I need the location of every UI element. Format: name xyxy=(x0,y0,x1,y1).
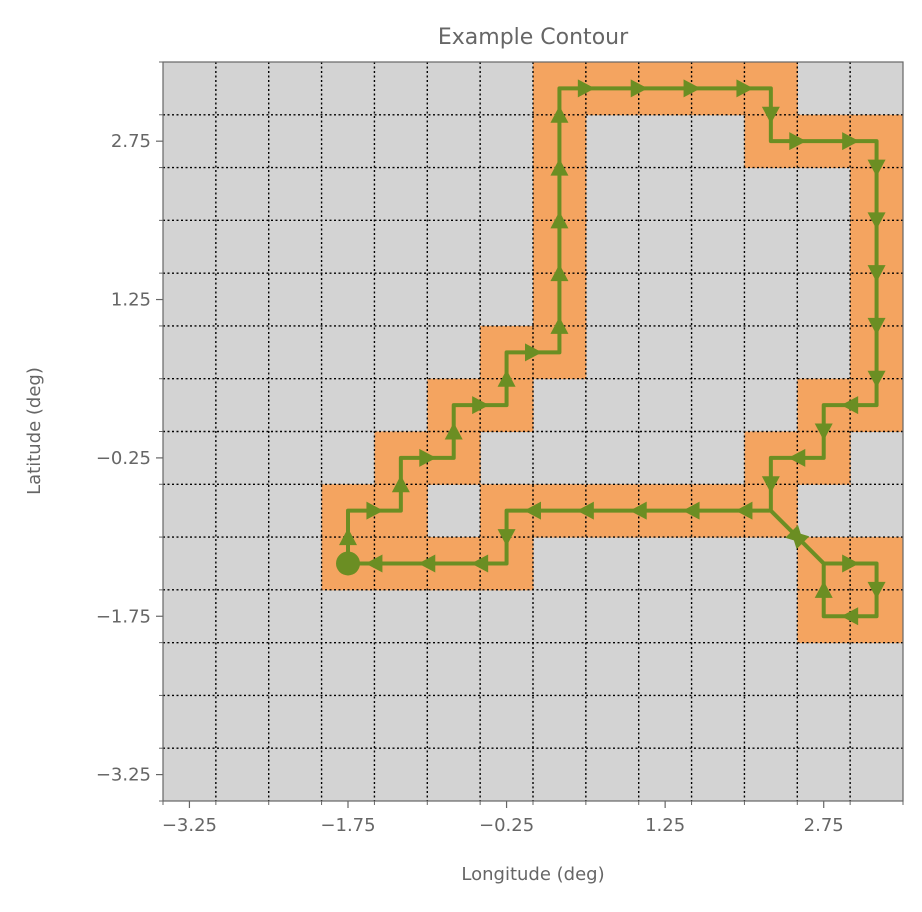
direction-arrow-marker xyxy=(525,343,542,362)
direction-arrow-marker xyxy=(683,79,701,98)
x-axis-label: Longitude (deg) xyxy=(461,864,604,885)
y-axis-label: Latitude (deg) xyxy=(24,367,45,495)
direction-arrow-marker xyxy=(842,554,860,573)
x-tick-label: 2.75 xyxy=(804,815,844,836)
direction-arrow-marker xyxy=(789,132,807,151)
direction-arrow-marker xyxy=(841,607,859,626)
direction-arrow-marker xyxy=(366,501,384,520)
direction-arrow-marker xyxy=(550,211,569,229)
direction-arrow-marker xyxy=(814,580,833,598)
direction-arrow-marker xyxy=(841,396,859,415)
direction-arrow-marker xyxy=(365,554,383,573)
direction-arrow-marker xyxy=(761,476,780,494)
x-tick-label: −1.75 xyxy=(320,815,375,836)
y-tick-label: −3.25 xyxy=(96,765,151,786)
direction-arrow-marker xyxy=(391,475,410,493)
direction-arrow-marker xyxy=(550,158,569,176)
direction-arrow-marker xyxy=(577,79,595,98)
direction-arrow-marker xyxy=(867,265,886,283)
direction-arrow-marker xyxy=(339,528,357,546)
direction-arrow-marker xyxy=(736,79,754,98)
direction-arrow-marker xyxy=(419,448,437,467)
direction-arrow-marker xyxy=(471,554,489,573)
y-tick-label: 2.75 xyxy=(111,131,151,152)
direction-arrow-marker xyxy=(497,529,516,547)
y-tick-label: −0.25 xyxy=(96,448,151,469)
direction-arrow-marker xyxy=(550,264,569,282)
start-point-marker xyxy=(336,551,360,576)
chart-title: Example Contour xyxy=(438,25,629,50)
x-tick-label: 1.25 xyxy=(645,815,685,836)
y-tick-label: 1.25 xyxy=(111,290,151,311)
direction-arrow-marker xyxy=(790,530,810,550)
gridlines xyxy=(163,62,903,801)
direction-arrow-marker xyxy=(814,423,833,441)
direction-arrow-marker xyxy=(867,317,886,335)
direction-arrow-marker xyxy=(550,105,569,123)
direction-arrow-marker xyxy=(867,581,886,599)
direction-arrow-marker xyxy=(682,501,700,520)
direction-arrow-marker xyxy=(497,369,516,387)
direction-arrow-marker xyxy=(576,501,594,520)
direction-arrow-marker xyxy=(418,554,436,573)
direction-arrow-marker xyxy=(867,370,886,388)
x-tick-label: −0.25 xyxy=(479,815,534,836)
direction-arrow-marker xyxy=(867,159,886,177)
direction-arrow-marker xyxy=(842,132,860,151)
direction-arrow-marker xyxy=(550,316,569,334)
direction-arrow-marker xyxy=(867,212,886,230)
direction-arrow-marker xyxy=(788,448,806,467)
direction-arrow-marker xyxy=(629,501,647,520)
y-tick-label: −1.75 xyxy=(96,606,151,627)
direction-arrow-marker xyxy=(735,501,753,520)
axis-ticks: −3.25 −1.75 −0.25 1.25 2.75 −3.25 −1.75 −0.25 1.… xyxy=(96,61,904,836)
direction-arrow-marker xyxy=(472,396,490,415)
direction-arrow-marker xyxy=(761,106,780,124)
x-tick-label: −3.25 xyxy=(162,815,217,836)
direction-arrow-marker xyxy=(630,79,648,98)
contour-path xyxy=(336,79,886,626)
direction-arrow-marker xyxy=(444,422,463,440)
direction-arrow-marker xyxy=(524,501,541,520)
